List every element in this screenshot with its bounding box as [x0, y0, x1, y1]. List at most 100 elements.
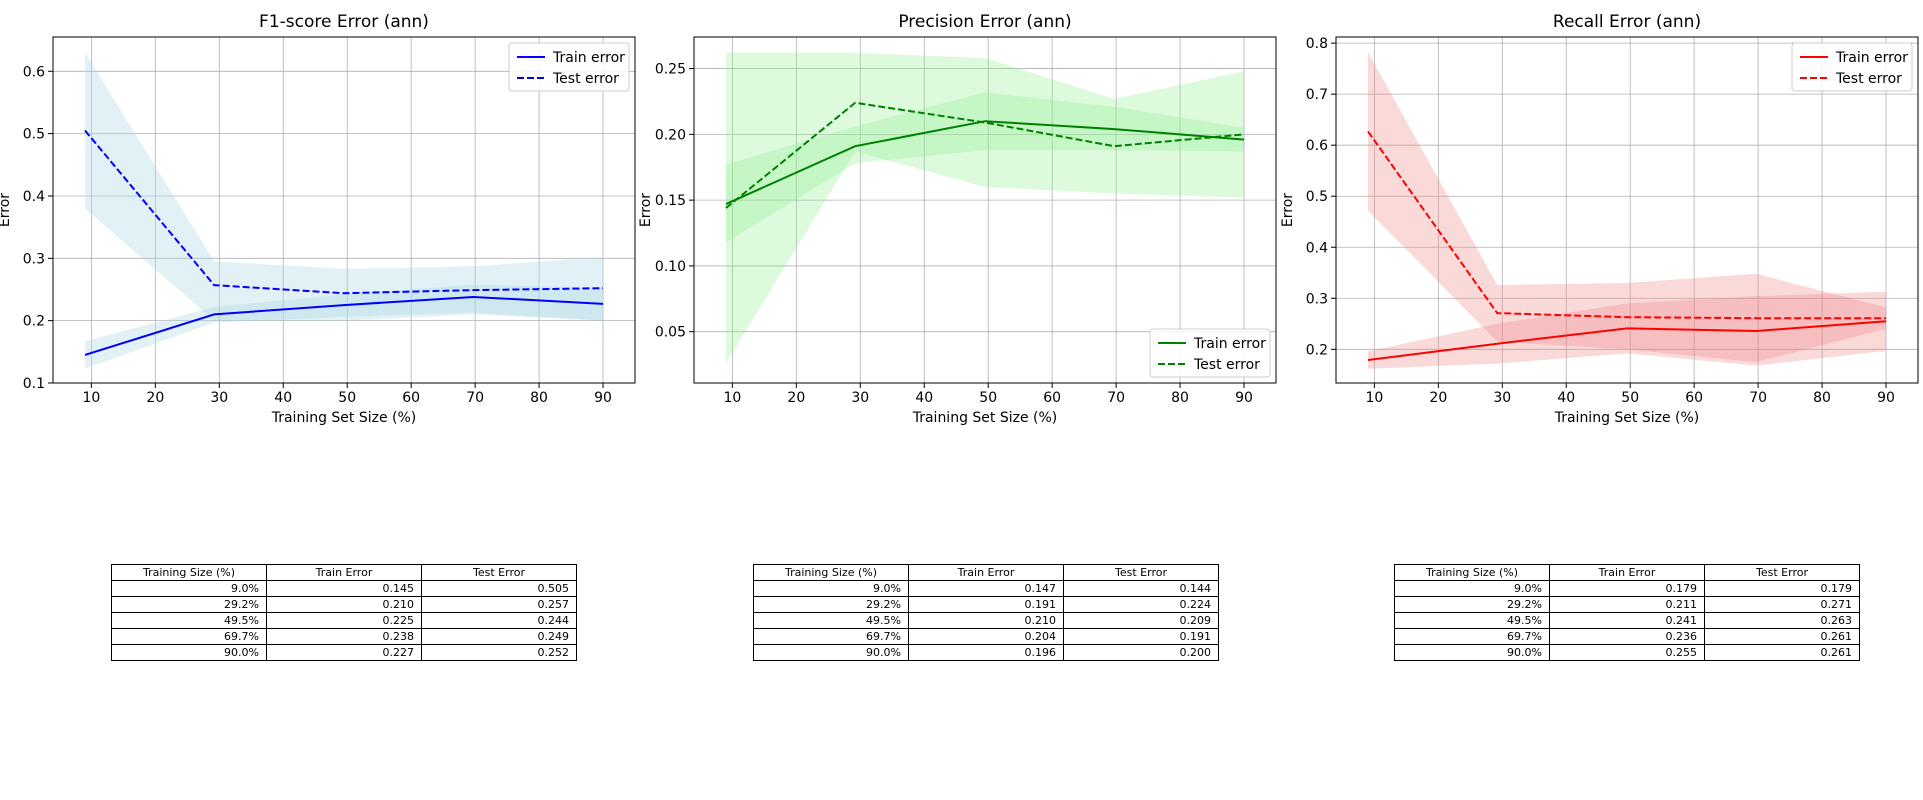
legend: Train error Test error	[508, 42, 630, 92]
y-tick-label: 0.5	[1306, 189, 1328, 205]
table-cell: 49.5%	[111, 612, 267, 629]
plot-frame	[1335, 36, 1919, 384]
y-tick-label: 0.20	[655, 127, 686, 143]
table-row: 69.7% 0.204 0.191	[753, 628, 1219, 645]
x-tick-label: 10	[1365, 390, 1383, 406]
x-tick-label: 50	[1621, 390, 1639, 406]
table-header-cell: Test Error	[1063, 564, 1219, 581]
x-tick-label: 70	[1749, 390, 1767, 406]
y-tick-label: 0.10	[655, 259, 686, 275]
y-axis-label: Error	[0, 193, 13, 227]
table-cell: 0.145	[266, 580, 422, 597]
table-cell: 0.179	[1549, 580, 1705, 597]
table-cell: 0.261	[1704, 644, 1860, 661]
table-cell: 0.200	[1063, 644, 1219, 661]
table-cell: 0.505	[421, 580, 577, 597]
results-table-f1: Training Size (%) Train Error Test Error 9…	[111, 564, 577, 661]
x-axis-label: Training Set Size (%)	[912, 410, 1058, 426]
table-row: 49.5% 0.210 0.209	[753, 612, 1219, 629]
results-table-recall: Training Size (%) Train Error Test Error 9…	[1394, 564, 1860, 661]
table-cell: 0.210	[908, 612, 1064, 629]
x-tick-label: 30	[851, 390, 869, 406]
confidence-band-train	[1367, 291, 1887, 369]
table-cell: 0.211	[1549, 596, 1705, 613]
table-row: 29.2% 0.191 0.224	[753, 596, 1219, 613]
table-header-cell: Training Size (%)	[111, 564, 267, 581]
y-tick-label: 0.6	[23, 64, 45, 80]
series-line-test	[725, 101, 1245, 209]
x-tick-label: 50	[338, 390, 356, 406]
chart-precision: 10 20 30 40 50 60 70 80 90 0.05 0.10 0.15 0.20 0.25 Pr…	[638, 12, 1277, 426]
table-cell: 29.2%	[1394, 596, 1550, 613]
table-row: 90.0% 0.227 0.252	[111, 644, 577, 661]
y-tick-label: 0.8	[1306, 36, 1328, 52]
legend-label-train: Train error	[552, 50, 625, 66]
confidence-band-test	[725, 52, 1245, 364]
table-row: 29.2% 0.210 0.257	[111, 596, 577, 613]
table-row: 69.7% 0.236 0.261	[1394, 628, 1860, 645]
y-tick-label: 0.2	[23, 314, 45, 330]
table-cell: 0.236	[1549, 628, 1705, 645]
table-cell: 49.5%	[753, 612, 909, 629]
table-cell: 0.244	[421, 612, 577, 629]
table-header-cell: Train Error	[908, 564, 1064, 581]
x-tick-label: 20	[146, 390, 164, 406]
chart-title: Recall Error (ann)	[1553, 12, 1701, 32]
confidence-band-test	[1367, 52, 1887, 363]
legend: Train error Test error	[1791, 42, 1913, 92]
table-cell: 69.7%	[753, 628, 909, 645]
table-cell: 0.196	[908, 644, 1064, 661]
table-cell: 9.0%	[1394, 580, 1550, 597]
x-tick-label: 80	[1171, 390, 1189, 406]
x-tick-label: 90	[1877, 390, 1895, 406]
y-axis-label: Error	[1280, 193, 1296, 227]
y-tick-label: 0.15	[655, 193, 686, 209]
table-row: 9.0% 0.179 0.179	[1394, 580, 1860, 597]
x-tick-label: 50	[979, 390, 997, 406]
y-tick-label: 0.05	[655, 325, 686, 341]
x-tick-label: 60	[402, 390, 420, 406]
table-cell: 0.241	[1549, 612, 1705, 629]
confidence-band-test	[84, 52, 604, 321]
table-cell: 0.261	[1704, 628, 1860, 645]
table-row: 49.5% 0.241 0.263	[1394, 612, 1860, 629]
x-tick-label: 10	[723, 390, 741, 406]
table-cell: 0.263	[1704, 612, 1860, 629]
table-cell: 29.2%	[753, 596, 909, 613]
table-header-cell: Training Size (%)	[753, 564, 909, 581]
x-tick-label: 80	[1813, 390, 1831, 406]
series-line-train	[725, 120, 1245, 205]
x-tick-label: 70	[466, 390, 484, 406]
table-cell: 0.144	[1063, 580, 1219, 597]
table-header-row: Training Size (%) Train Error Test Error	[111, 564, 577, 581]
table-cell: 0.191	[908, 596, 1064, 613]
x-tick-label: 80	[530, 390, 548, 406]
x-axis-label: Training Set Size (%)	[271, 410, 417, 426]
table-cell: 0.271	[1704, 596, 1860, 613]
legend-label-test: Test error	[552, 71, 619, 87]
table-cell: 49.5%	[1394, 612, 1550, 629]
x-tick-label: 40	[1557, 390, 1575, 406]
table-cell: 0.224	[1063, 596, 1219, 613]
y-tick-label: 0.25	[655, 62, 686, 78]
legend-label-test: Test error	[1193, 357, 1260, 373]
chart-f1: 10 20 30 40 50 60 70 80 90 0.1 0.2 0.3 0.4 0.5 0.6 F1-s…	[0, 12, 636, 426]
x-tick-label: 60	[1043, 390, 1061, 406]
x-axis-label: Training Set Size (%)	[1554, 410, 1700, 426]
table-cell: 9.0%	[753, 580, 909, 597]
y-tick-label: 0.4	[23, 189, 45, 205]
plot-frame	[52, 36, 636, 384]
y-tick-label: 0.3	[23, 251, 45, 267]
table-cell: 9.0%	[111, 580, 267, 597]
legend-label-test: Test error	[1835, 71, 1902, 87]
table-row: 69.7% 0.238 0.249	[111, 628, 577, 645]
table-row: 29.2% 0.211 0.271	[1394, 596, 1860, 613]
x-tick-label: 90	[1235, 390, 1253, 406]
table-row: 90.0% 0.255 0.261	[1394, 644, 1860, 661]
table-cell: 0.191	[1063, 628, 1219, 645]
y-axis-label: Error	[638, 193, 654, 227]
y-tick-label: 0.1	[23, 376, 45, 392]
table-row: 9.0% 0.147 0.144	[753, 580, 1219, 597]
table-row: 9.0% 0.145 0.505	[111, 580, 577, 597]
